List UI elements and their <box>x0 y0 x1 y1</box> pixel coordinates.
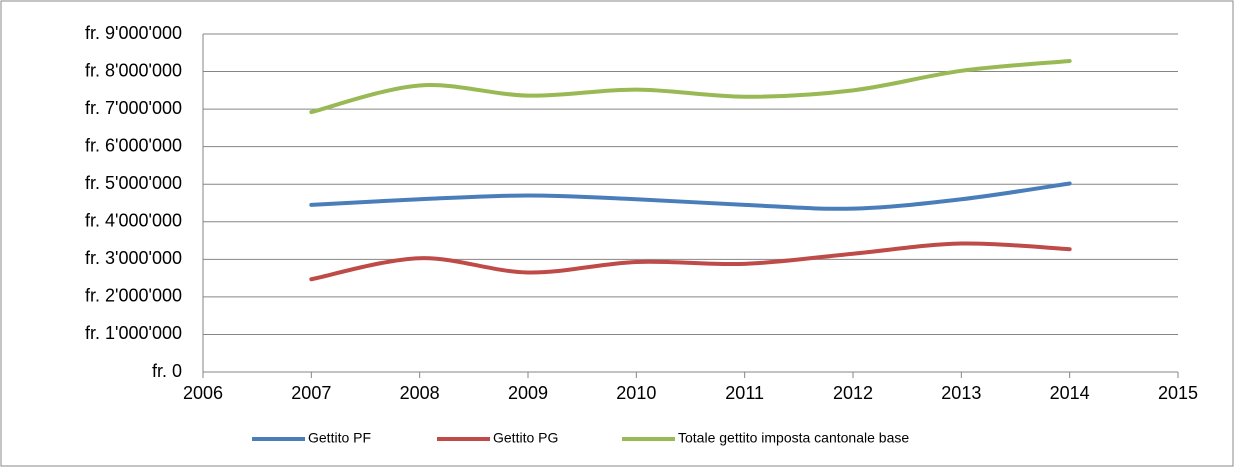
y-tick-label: fr. 2'000'000 <box>85 286 182 306</box>
y-tick-label: fr. 6'000'000 <box>85 135 182 155</box>
y-tick-label: fr. 1'000'000 <box>85 323 182 343</box>
x-tick-label: 2011 <box>725 383 764 403</box>
x-tick-label: 2015 <box>1158 383 1198 403</box>
x-tick-label: 2009 <box>508 383 548 403</box>
legend-label: Gettito PF <box>308 430 371 446</box>
y-tick-label: fr. 3'000'000 <box>85 248 182 268</box>
y-tick-label: fr. 5'000'000 <box>85 173 182 193</box>
legend-label: Gettito PG <box>493 430 558 446</box>
x-tick-label: 2008 <box>400 383 440 403</box>
series-line <box>309 181 1072 211</box>
x-tick-label: 2012 <box>833 383 873 403</box>
x-tick-label: 2010 <box>616 383 656 403</box>
y-tick-label: fr. 0 <box>152 361 182 381</box>
y-tick-label: fr. 7'000'000 <box>85 98 182 118</box>
y-tick-label: fr. 4'000'000 <box>85 211 182 231</box>
y-tick-label: fr. 8'000'000 <box>85 60 182 80</box>
x-tick-label: 2007 <box>291 383 331 403</box>
series-line <box>309 59 1072 115</box>
y-tick-label: fr. 9'000'000 <box>85 23 182 43</box>
series-line <box>309 241 1072 282</box>
x-tick-label: 2014 <box>1050 383 1090 403</box>
legend-label: Totale gettito imposta cantonale base <box>678 430 909 446</box>
x-tick-label: 2006 <box>183 383 223 403</box>
x-tick-label: 2013 <box>941 383 981 403</box>
